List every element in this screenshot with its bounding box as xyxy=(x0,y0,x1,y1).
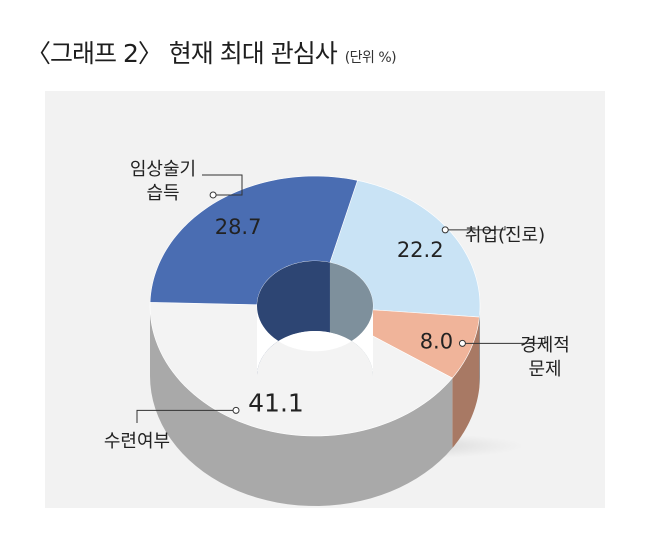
category-label: 경제적 xyxy=(520,335,570,356)
leader-dot xyxy=(458,339,466,347)
donut-inner-hole xyxy=(257,261,373,376)
donut-side-wall xyxy=(479,306,480,388)
leader-dot xyxy=(441,226,449,234)
category-label: 수련여부 xyxy=(104,431,170,452)
leader-lines xyxy=(136,174,546,423)
category-label: 임상술기 xyxy=(130,159,196,180)
unit-label: (단위 %) xyxy=(344,50,397,66)
value-label: 8.0 xyxy=(420,329,453,353)
leader-line xyxy=(202,174,243,196)
value-label: 41.1 xyxy=(248,388,304,417)
leader-line xyxy=(462,336,546,344)
donut-side-walls xyxy=(150,306,480,506)
value-label: 28.7 xyxy=(215,215,262,239)
value-label: 22.2 xyxy=(397,238,444,262)
leader-dot xyxy=(209,191,217,199)
donut-side-wall xyxy=(150,306,453,506)
category-label: 문제 xyxy=(528,359,561,380)
category-label: 취업(진로) xyxy=(465,225,545,246)
donut-side-wall xyxy=(452,317,480,449)
donut-slice xyxy=(149,175,358,306)
category-label: 습득 xyxy=(146,183,179,204)
leader-line xyxy=(445,226,506,231)
chart-title: 〈그래프 2〉 현재 최대 관심사 xyxy=(26,39,338,68)
donut-hole xyxy=(257,306,373,376)
value-labels: 22.2 8.0 41.1 28.7 xyxy=(215,215,453,417)
leader-dot xyxy=(232,406,240,414)
leader-line xyxy=(136,409,237,423)
title-row: 〈그래프 2〉 현재 최대 관심사 (단위 %) xyxy=(26,34,397,70)
donut-top-faces xyxy=(149,175,481,437)
donut-inner-wall xyxy=(257,261,330,375)
